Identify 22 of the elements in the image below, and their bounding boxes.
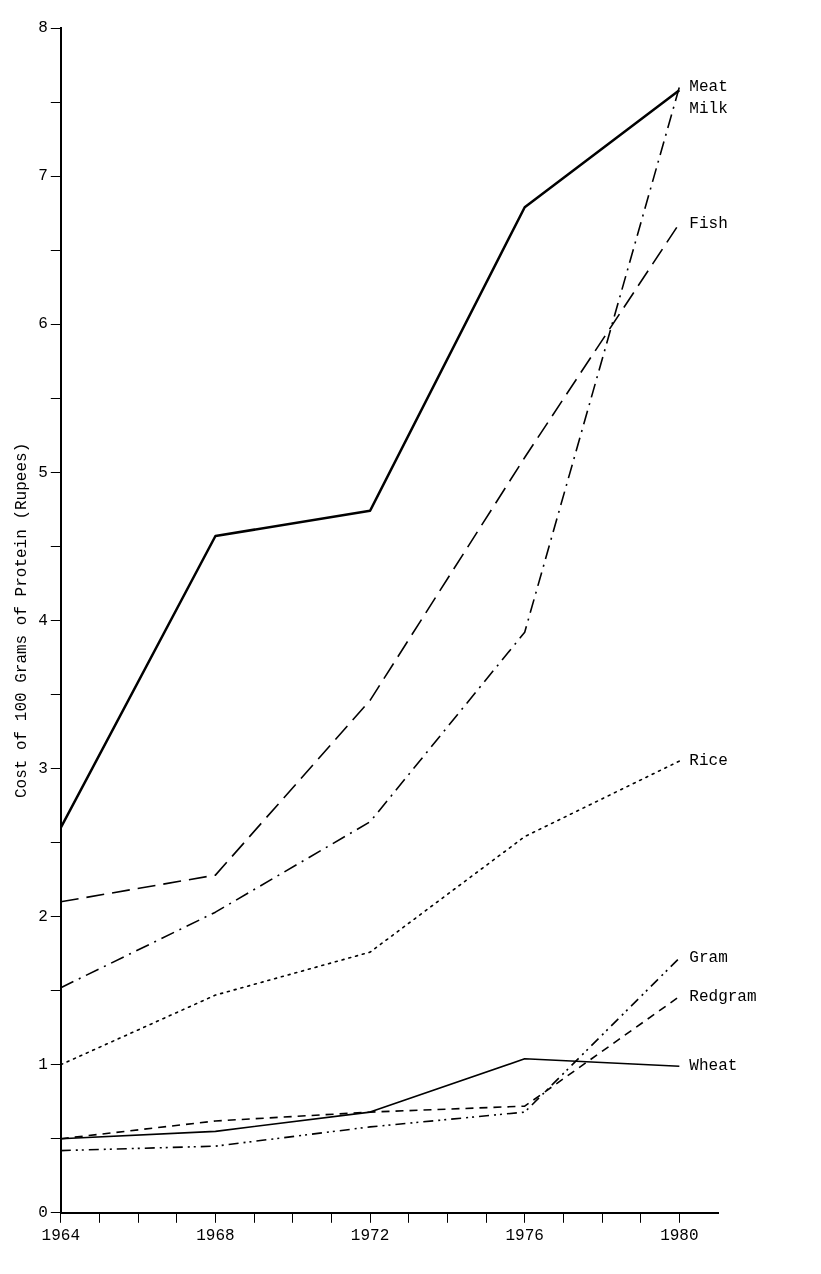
- series-label: Rice: [689, 752, 728, 771]
- series-label: Wheat: [689, 1057, 738, 1076]
- x-tick-label: 1964: [41, 1226, 80, 1245]
- x-tick-label: 1968: [196, 1226, 235, 1245]
- y-tick-label: 3: [38, 759, 48, 778]
- y-tick-label: 4: [38, 611, 48, 630]
- y-tick-label: 5: [38, 463, 48, 482]
- x-tick-label: 1980: [660, 1226, 699, 1245]
- y-tick-label: 2: [38, 907, 48, 926]
- x-tick-label: 1976: [505, 1226, 544, 1245]
- y-tick-label: 1: [38, 1055, 48, 1074]
- y-tick-label: 8: [38, 19, 48, 38]
- y-tick-label: 7: [38, 167, 48, 186]
- series-label: Gram: [689, 949, 728, 968]
- y-axis-title: Cost of 100 Grams of Protein (Rupees): [12, 442, 31, 799]
- y-tick-label: 0: [38, 1204, 48, 1223]
- y-tick-label: 6: [38, 315, 48, 334]
- series-label: Redgram: [689, 987, 757, 1006]
- series-label: Fish: [689, 214, 728, 233]
- series-label: Milk: [689, 100, 728, 119]
- x-tick-label: 1972: [350, 1226, 390, 1245]
- series-label: Meat: [689, 78, 728, 97]
